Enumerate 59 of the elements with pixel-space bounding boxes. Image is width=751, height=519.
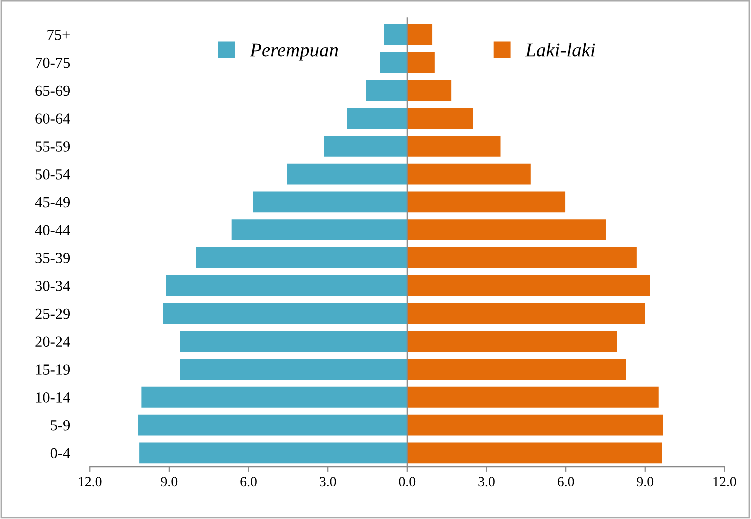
bar: [407, 414, 664, 436]
bar: [407, 303, 646, 324]
bar: [407, 80, 452, 102]
x-tick-label: 3.0: [320, 477, 336, 487]
x-tick-label: 12.0: [714, 477, 736, 487]
bar: [407, 248, 637, 268]
y-tick-label: 60-64: [36, 114, 70, 124]
bar: [163, 303, 408, 324]
y-tick-label: 65-69: [36, 86, 70, 96]
bar: [407, 275, 650, 296]
bar: [142, 386, 408, 408]
bar: [180, 359, 408, 380]
bar: [407, 331, 618, 352]
bar: [324, 136, 408, 157]
bar: [407, 24, 433, 46]
y-tick-label: 40-44: [35, 225, 70, 236]
bar: [407, 52, 435, 74]
bar: [407, 192, 566, 213]
x-tick-label: 3.0: [478, 477, 495, 487]
bar: [384, 24, 408, 46]
bar: [407, 359, 626, 380]
bar: [407, 164, 531, 185]
bar: [366, 80, 408, 102]
y-tick-label: 25-29: [36, 308, 70, 320]
legend-label: Laki-laki: [525, 43, 596, 57]
y-tick-label: 5-9: [51, 420, 70, 431]
bar: [166, 275, 408, 296]
y-tick-label: 30-34: [36, 280, 70, 292]
bar: [407, 442, 662, 464]
y-tick-label: 50-54: [36, 169, 70, 180]
x-tick-label: 6.0: [558, 477, 574, 487]
y-tick-label: 75+: [48, 30, 70, 40]
bar: [347, 108, 408, 130]
x-tick-label: 9.0: [161, 477, 178, 487]
bar: [407, 386, 659, 408]
bar: [407, 136, 501, 157]
bar: [140, 442, 408, 464]
y-tick-label: 0-4: [50, 448, 70, 459]
bar: [407, 108, 474, 130]
y-tick-label: 10-14: [36, 392, 70, 403]
y-tick-label: 20-24: [36, 336, 70, 348]
y-tick-label: 70-75: [36, 58, 70, 68]
x-tick-label: 12.0: [79, 477, 102, 487]
bar: [407, 220, 606, 241]
bar: [380, 52, 408, 74]
bar: [287, 164, 408, 185]
y-tick-label: 15-19: [36, 364, 70, 375]
bar: [253, 192, 408, 213]
y-tick-label: 35-39: [36, 253, 70, 264]
bar: [196, 248, 408, 268]
y-tick-label: 55-59: [36, 142, 70, 152]
y-tick-label: 45-49: [35, 197, 70, 208]
bar: [232, 220, 408, 241]
x-tick-label: 0.0: [399, 477, 416, 487]
bar: [180, 331, 408, 352]
x-tick-label: 6.0: [240, 477, 257, 487]
legend-label: Perempuan: [250, 44, 338, 61]
bar: [138, 414, 408, 436]
x-tick-label: 9.0: [637, 477, 654, 487]
